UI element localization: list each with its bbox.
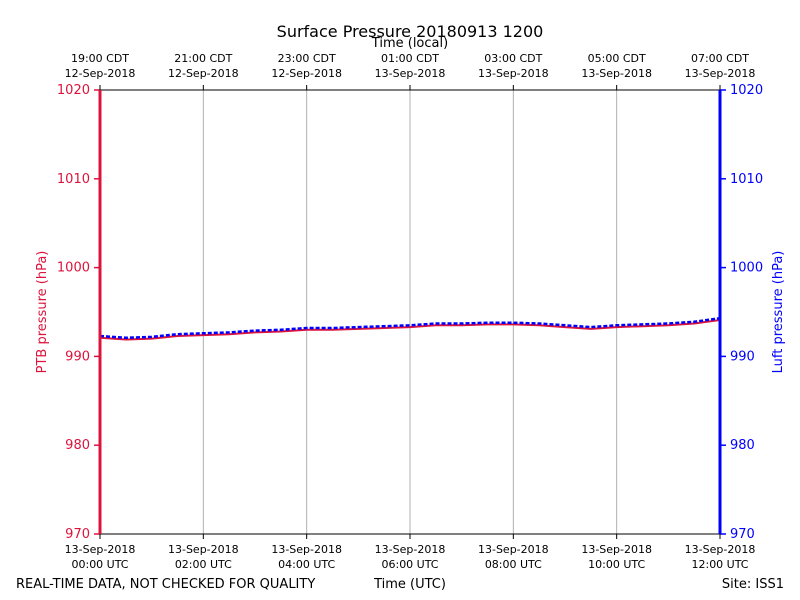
bottom-x-ticks: 13-Sep-2018 00:00 UTC 13-Sep-2018 02:00 UTC…: [65, 534, 756, 571]
top-x-tick-date: 12-Sep-2018: [271, 67, 342, 80]
bottom-x-tick-time: 06:00 UTC: [381, 558, 438, 571]
right-y-tick-label: 990: [730, 349, 755, 364]
right-y-ticks: 970 980 990 1000 1010 1020: [720, 83, 763, 542]
x-axis-label: Time (UTC): [373, 577, 446, 592]
left-y-tick-label: 980: [65, 438, 90, 453]
ptb-pressure-line: [99, 319, 721, 341]
bottom-x-tick-time: 00:00 UTC: [71, 558, 128, 571]
right-y-tick-label: 980: [730, 438, 755, 453]
right-y-tick-label: 1000: [730, 261, 763, 276]
bottom-x-tick-time: 08:00 UTC: [485, 558, 542, 571]
bottom-x-tick-time: 10:00 UTC: [588, 558, 645, 571]
left-y-tick-label: 1000: [57, 261, 90, 276]
right-y-axis-label: Luft pressure (hPa): [771, 251, 786, 374]
top-x-tick-time: 21:00 CDT: [174, 52, 232, 65]
top-x-tick-date: 13-Sep-2018: [478, 67, 549, 80]
chart-title: Surface Pressure 20180913 1200: [277, 22, 544, 41]
left-y-ticks: 970 980 990 1000 1010 1020: [57, 83, 100, 542]
left-y-tick-label: 1020: [57, 83, 90, 98]
top-x-ticks: 19:00 CDT 12-Sep-2018 21:00 CDT 12-Sep-2018…: [65, 52, 756, 90]
top-x-tick-date: 13-Sep-2018: [581, 67, 652, 80]
bottom-x-tick-date: 13-Sep-2018: [271, 543, 342, 556]
bottom-x-tick-time: 12:00 UTC: [691, 558, 748, 571]
right-y-tick-label: 1010: [730, 172, 763, 187]
right-y-tick-label: 970: [730, 527, 755, 542]
top-x-tick-time: 03:00 CDT: [484, 52, 542, 65]
top-axis-label: Time (local): [371, 36, 448, 51]
bottom-x-tick-time: 04:00 UTC: [278, 558, 335, 571]
top-x-tick-date: 12-Sep-2018: [168, 67, 239, 80]
bottom-x-tick-date: 13-Sep-2018: [168, 543, 239, 556]
bottom-x-tick-date: 13-Sep-2018: [478, 543, 549, 556]
bottom-x-tick-date: 13-Sep-2018: [581, 543, 652, 556]
top-x-tick-time: 01:00 CDT: [381, 52, 439, 65]
left-y-tick-label: 990: [65, 349, 90, 364]
top-x-tick-time: 19:00 CDT: [71, 52, 129, 65]
site-label: Site: ISS1: [722, 577, 784, 592]
top-x-tick-time: 05:00 CDT: [588, 52, 646, 65]
bottom-x-tick-date: 13-Sep-2018: [375, 543, 446, 556]
grid-lines: [202, 90, 618, 534]
bottom-x-tick-time: 02:00 UTC: [175, 558, 232, 571]
bottom-x-tick-date: 13-Sep-2018: [65, 543, 136, 556]
quality-disclaimer: REAL-TIME DATA, NOT CHECKED FOR QUALITY: [16, 577, 315, 592]
left-y-tick-label: 970: [65, 527, 90, 542]
top-x-tick-time: 07:00 CDT: [691, 52, 749, 65]
series-group: [99, 316, 721, 341]
bottom-x-tick-date: 13-Sep-2018: [685, 543, 756, 556]
top-x-tick-date: 13-Sep-2018: [685, 67, 756, 80]
top-x-tick-time: 23:00 CDT: [278, 52, 336, 65]
top-x-tick-date: 12-Sep-2018: [65, 67, 136, 80]
top-x-tick-date: 13-Sep-2018: [375, 67, 446, 80]
left-y-tick-label: 1010: [57, 172, 90, 187]
left-y-axis-label: PTB pressure (hPa): [35, 251, 50, 374]
right-y-tick-label: 1020: [730, 83, 763, 98]
luft-pressure-line: [99, 316, 721, 340]
